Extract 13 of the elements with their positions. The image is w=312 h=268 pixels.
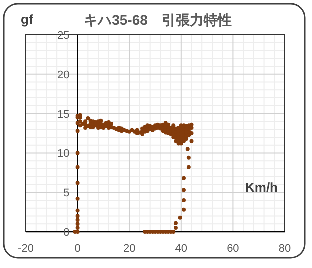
y-tick-label: 10	[58, 148, 70, 160]
x-tick-label: -20	[18, 243, 34, 255]
x-tick-label: 0	[74, 243, 81, 255]
y-axis-title: gf	[21, 12, 34, 27]
x-tick-label: 60	[227, 243, 240, 255]
y-tick-label: 15	[58, 108, 70, 121]
y-tick-label: 20	[58, 69, 70, 82]
x-tick-label: 80	[278, 243, 292, 255]
x-axis-title: Km/h	[246, 180, 278, 195]
x-tick-label: 20	[123, 243, 136, 255]
chart-title: キハ35-68 引張力特性	[84, 12, 232, 28]
y-tick-label: 5	[64, 188, 70, 200]
x-tick-label: 40	[175, 243, 188, 255]
